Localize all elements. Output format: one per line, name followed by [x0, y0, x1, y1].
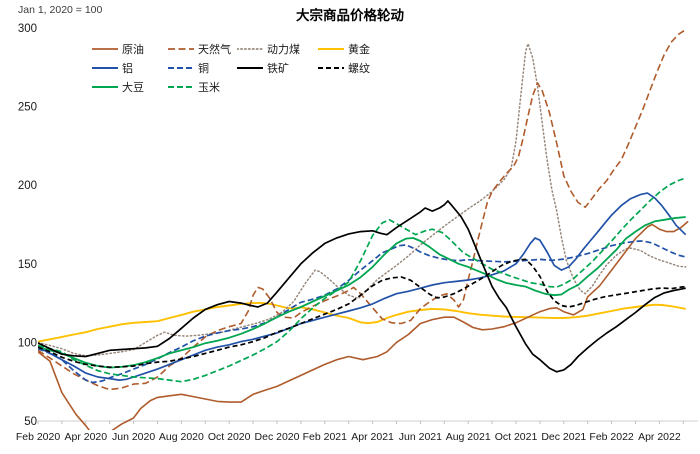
legend-item-crude-oil: 原油: [92, 42, 144, 56]
legend-item-thermal-coal: 动力煤: [237, 42, 300, 56]
legend-item-copper: 铜: [168, 61, 209, 75]
series-line-thermal-coal: [38, 42, 687, 357]
legend-swatch-gold: [318, 47, 344, 51]
y-axis-label: 300: [18, 23, 37, 35]
legend-item-soybean: 大豆: [92, 80, 144, 94]
legend-item-iron-ore: 铁矿: [237, 61, 289, 75]
series-line-aluminum: [38, 192, 687, 381]
x-axis-label: Feb 2021: [303, 431, 348, 443]
x-axis-label: Apr 2020: [64, 431, 107, 443]
legend-label-rebar: 螺纹: [348, 63, 370, 75]
series-line-gold: [38, 301, 686, 343]
x-axis-label: Apr 2022: [638, 431, 681, 443]
legend-item-aluminum: 铝: [92, 61, 133, 75]
legend-swatch-soybean: [92, 86, 118, 88]
x-axis-label: Apr 2021: [351, 431, 394, 443]
legend-swatch-iron-ore: [237, 67, 263, 69]
legend-label-iron-ore: 铁矿: [267, 63, 289, 75]
legend-swatch-crude-oil: [92, 48, 118, 50]
legend-swatch-thermal-coal: [237, 48, 263, 50]
legend-swatch-copper: [168, 67, 194, 69]
series-line-rebar: [38, 258, 686, 369]
legend-label-natural-gas: 天然气: [198, 44, 231, 56]
legend-label-corn: 玉米: [198, 82, 220, 94]
legend-label-soybean: 大豆: [122, 82, 144, 94]
x-axis-label: Dec 2021: [541, 431, 586, 443]
y-axis-label: 250: [18, 102, 37, 114]
y-axis-label: 100: [18, 337, 37, 349]
x-axis-label: Dec 2020: [255, 431, 300, 443]
series-line-copper: [38, 240, 686, 384]
legend-label-thermal-coal: 动力煤: [267, 44, 300, 56]
x-axis-label: Oct 2020: [208, 431, 251, 443]
x-axis-label: Jun 2021: [399, 431, 442, 443]
y-axis-label: 50: [24, 416, 37, 428]
series-line-natural-gas: [38, 28, 687, 391]
legend-item-rebar: 螺纹: [318, 61, 370, 75]
legend-swatch-corn: [168, 86, 194, 88]
chart-subtitle: Jan 1, 2020 = 100: [18, 4, 103, 16]
x-axis-label: Aug 2020: [159, 431, 204, 443]
legend-label-gold: 黄金: [348, 44, 370, 56]
x-axis-label: Oct 2021: [495, 431, 538, 443]
series-line-soybean: [38, 216, 686, 369]
x-axis-label: Jun 2020: [112, 431, 155, 443]
legend-item-gold: 黄金: [318, 42, 370, 56]
x-axis-label: Aug 2021: [446, 431, 491, 443]
x-axis-label: Feb 2020: [16, 431, 61, 443]
legend-item-natural-gas: 天然气: [168, 42, 231, 56]
legend-item-corn: 玉米: [168, 80, 220, 94]
legend-swatch-aluminum: [92, 67, 118, 69]
series-line-crude-oil: [38, 220, 689, 430]
y-axis-label: 150: [18, 259, 37, 271]
x-axis-label: Feb 2022: [589, 431, 634, 443]
legend-label-copper: 铜: [198, 63, 209, 75]
legend-label-crude-oil: 原油: [122, 44, 144, 56]
y-axis-label: 200: [18, 180, 37, 192]
legend-swatch-rebar: [318, 67, 344, 69]
series-line-corn: [38, 177, 686, 383]
legend-label-aluminum: 铝: [122, 63, 133, 75]
chart-title: 大宗商品价格轮动: [296, 8, 404, 23]
series-line-iron-ore: [38, 200, 686, 373]
legend-swatch-natural-gas: [168, 48, 194, 50]
